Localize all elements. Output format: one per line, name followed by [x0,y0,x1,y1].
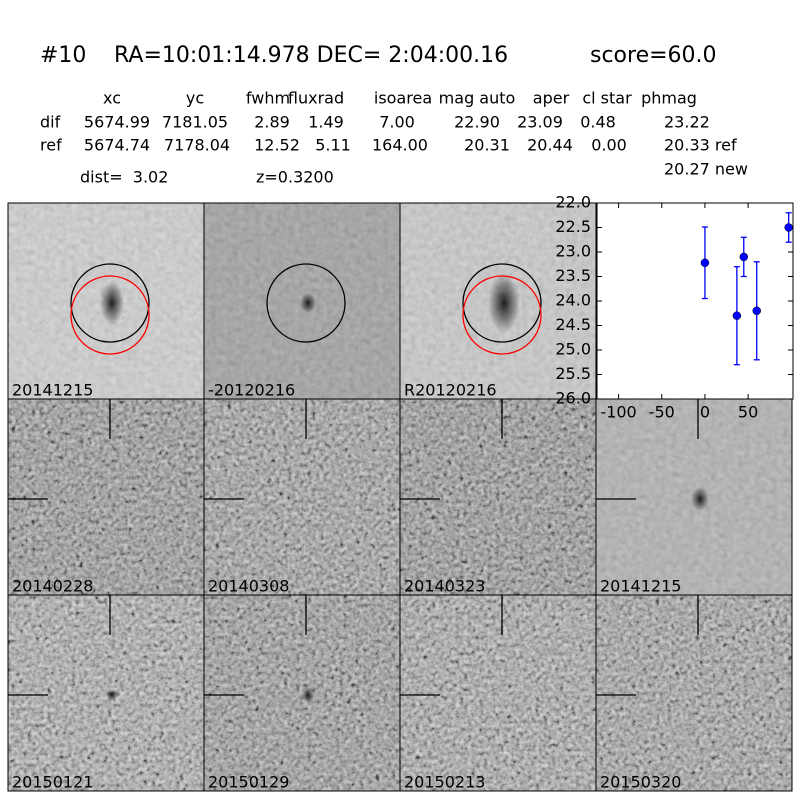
y-tick-label: 24.0 [555,291,591,310]
table-cell: ref [40,136,62,155]
panel-label: 20140308 [208,577,289,596]
table-cell: 23.22 [664,113,710,132]
table-cell: dif [40,113,61,132]
data-point [700,258,710,268]
plot-area [596,202,794,400]
panel-label: 20150213 [404,773,485,792]
table-cell: 22.90 [454,113,500,132]
panel-label: 20150121 [12,773,93,792]
data-point [732,311,742,320]
y-tick-label: 23.0 [555,242,591,261]
column-header: mag auto [439,89,516,108]
panel-label: 20140228 [12,577,93,596]
y-tick-label: 25.0 [555,340,591,359]
table-cell: 23.09 [517,113,563,132]
data-point [739,252,749,262]
image-noise [400,595,596,791]
data-point [752,306,761,316]
panel-label: 20150320 [600,773,681,792]
y-tick-label: 22.0 [555,193,591,212]
column-header: fwhm [246,89,290,108]
source-blob [302,687,314,703]
table-cell: 20.31 [464,136,510,155]
table-cell: 0.48 [580,113,616,132]
table-cell: 20.44 [527,136,573,155]
column-header: phmag [641,89,697,108]
table-cell: 5674.99 [84,113,150,132]
panel-label: -20120216 [208,381,295,400]
source-blob [300,293,316,313]
y-tick-label: 23.5 [555,266,591,285]
dist: dist= 3.02 [80,168,168,187]
table-cell: 5.11 [315,136,351,155]
table-cell: 7181.05 [162,113,228,132]
table-cell: 7178.04 [164,136,230,155]
panel-border [595,594,793,792]
y-tick-label: 24.5 [555,315,591,334]
column-header: yc [186,89,204,108]
image-noise [8,399,204,595]
image-noise [8,595,204,791]
table-cell: 2.89 [254,113,290,132]
x-tick-label: -100 [600,403,636,422]
column-header: isoarea [374,89,432,108]
coordinates: RA=10:01:14.978 DEC= 2:04:00.16 [114,43,508,68]
table-cell: 12.52 [254,136,300,155]
score: score=60.0 [590,43,717,68]
column-header: aper [533,89,570,108]
table-cell: 20.33 ref [664,136,737,155]
panel-label: 20141215 [12,381,93,400]
source-blob [488,273,520,333]
data-point [784,223,793,232]
candidate-id: #10 [40,43,86,68]
aperture-circle [462,263,542,343]
table-cell: 0.00 [591,136,627,155]
x-tick-label: -50 [649,403,675,422]
redshift: z=0.3200 [256,168,334,187]
y-tick-label: 26.0 [555,389,591,408]
image-noise [400,399,596,595]
ref-circle [462,275,542,355]
aperture-circle [266,263,346,343]
panel-label: 20140323 [404,577,485,596]
image-noise [596,595,792,791]
x-tick-label: 0 [700,403,710,422]
y-tick-label: 25.5 [555,364,591,383]
column-header: xc [103,89,121,108]
column-header: fluxrad [288,89,344,108]
source-blob [106,689,118,701]
table-cell: 5674.74 [84,136,150,155]
table-cell: 1.49 [308,113,344,132]
panel-label: R20120216 [404,381,497,400]
y-tick-label: 22.5 [555,217,591,236]
panel-label: 20141215 [600,577,681,596]
source-blob [100,281,124,325]
aperture-circle [70,263,150,343]
panel-label: 20150129 [208,773,289,792]
source-blob [691,487,709,511]
x-tick-label: 50 [738,403,758,422]
table-cell: 7.00 [379,113,415,132]
column-header: cl star [582,89,632,108]
image-noise [204,595,400,791]
image-noise [204,399,400,595]
ref-circle [70,275,150,355]
phmag-new: 20.27 new [664,160,748,179]
table-cell: 164.00 [372,136,428,155]
